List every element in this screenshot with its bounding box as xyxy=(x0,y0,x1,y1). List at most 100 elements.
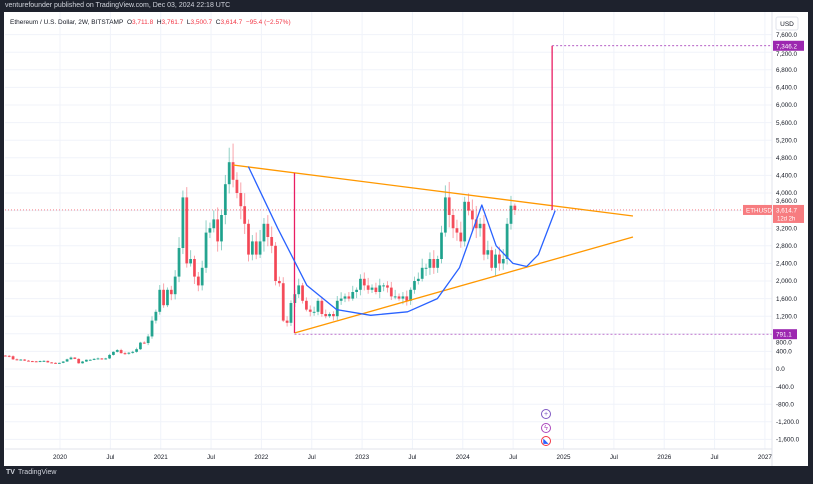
candle-body xyxy=(173,276,177,295)
candle-body xyxy=(455,228,459,233)
candle-body xyxy=(374,287,378,292)
time-tick: 2023 xyxy=(355,454,370,461)
candle-body xyxy=(231,162,235,180)
time-tick: 2024 xyxy=(456,454,471,461)
close-label: C xyxy=(215,19,221,26)
candle-body xyxy=(212,219,216,229)
candle-body xyxy=(104,358,108,360)
candle-body xyxy=(343,296,347,299)
flag-icon[interactable]: ◣ xyxy=(541,436,551,446)
candle-body xyxy=(166,289,169,306)
candle-body xyxy=(409,289,413,301)
candle-body xyxy=(158,289,162,312)
price-tick: -1,200.0 xyxy=(776,419,800,426)
candle-body xyxy=(108,354,111,359)
candle-body xyxy=(193,259,196,277)
candle-body xyxy=(216,219,220,242)
candle-body xyxy=(366,285,370,290)
price-tick: 4,800.0 xyxy=(776,155,798,162)
candle-body xyxy=(3,355,7,357)
lightning-icon[interactable]: ϟ xyxy=(541,423,551,433)
candle-body xyxy=(185,197,189,264)
candle-body xyxy=(432,259,436,268)
candle-body xyxy=(250,241,254,255)
price-tick: -800.0 xyxy=(776,401,794,408)
candle-body xyxy=(54,362,57,364)
candle-body xyxy=(436,259,440,268)
candle-body xyxy=(73,357,77,359)
plus-icon[interactable]: + xyxy=(541,409,551,419)
candle-body xyxy=(135,349,138,352)
candle-body xyxy=(266,223,270,237)
candle-body xyxy=(243,206,247,224)
price-tick: 6,000.0 xyxy=(776,102,798,109)
candle-body xyxy=(370,287,374,290)
candle-body xyxy=(443,197,447,233)
candle-body xyxy=(81,361,84,364)
candle-body xyxy=(235,179,239,193)
candle-body xyxy=(308,309,312,312)
triangle-lower-line xyxy=(294,236,634,334)
price-tick: 1,200.0 xyxy=(776,313,798,320)
candle-body xyxy=(65,359,69,362)
candle-body xyxy=(262,223,266,242)
bottom-price-text: 791.1 xyxy=(776,332,792,339)
price-tick: 4,000.0 xyxy=(776,190,798,197)
candle-body xyxy=(27,360,30,362)
candle-body xyxy=(92,358,96,360)
time-tick: 2025 xyxy=(556,454,571,461)
candle-body xyxy=(335,300,339,317)
candle-body xyxy=(123,353,127,355)
candle-body xyxy=(220,215,223,242)
candle-body xyxy=(467,201,470,211)
cup-curve xyxy=(247,166,556,316)
candle-body xyxy=(494,254,497,268)
open-label: O xyxy=(126,19,132,26)
candle-body xyxy=(169,289,173,295)
candle-body xyxy=(424,267,428,269)
candle-body xyxy=(208,228,212,233)
candle-body xyxy=(474,219,478,229)
price-tick: 1,600.0 xyxy=(776,296,798,303)
candle-body xyxy=(189,259,193,264)
candle-body xyxy=(405,296,409,301)
time-tick: Jul xyxy=(610,454,618,461)
candle-body xyxy=(223,184,227,215)
candle-body xyxy=(19,359,23,361)
candle-body xyxy=(247,223,250,255)
candle-body xyxy=(347,296,351,299)
candle-body xyxy=(490,250,494,268)
candle-body xyxy=(42,360,46,362)
candle-body xyxy=(100,358,104,360)
candle-body xyxy=(397,296,401,299)
candle-body xyxy=(420,267,424,279)
candle-body xyxy=(162,289,165,306)
high-value: 3,761.7 xyxy=(161,19,184,26)
candle-body xyxy=(505,223,509,259)
candle-body xyxy=(451,215,455,229)
last-price-text: 3,614.7 xyxy=(776,207,798,214)
candle-body xyxy=(470,210,474,220)
time-tick: Jul xyxy=(106,454,114,461)
candle-body xyxy=(297,285,301,295)
candle-body xyxy=(112,351,115,355)
symbol-tag xyxy=(743,204,772,215)
high-label: H xyxy=(156,19,162,26)
price-tick: 800.0 xyxy=(776,339,792,346)
candle-body xyxy=(154,311,158,321)
candle-body xyxy=(254,241,258,255)
time-tick: 2022 xyxy=(254,454,269,461)
candle-body xyxy=(77,358,81,364)
candle-body xyxy=(393,296,397,298)
price-tick: 5,600.0 xyxy=(776,120,798,127)
price-tick: 6,400.0 xyxy=(776,85,798,92)
candle-body xyxy=(88,359,92,361)
candle-body xyxy=(30,361,34,363)
time-tick: Jul xyxy=(207,454,215,461)
symbol-title: Ethereum / U.S. Dollar, 2W, BITSTAMP xyxy=(10,19,124,26)
price-tick: 5,200.0 xyxy=(776,137,798,144)
price-tick: -400.0 xyxy=(776,384,794,391)
candle-body xyxy=(351,292,355,299)
candle-body xyxy=(509,205,513,224)
